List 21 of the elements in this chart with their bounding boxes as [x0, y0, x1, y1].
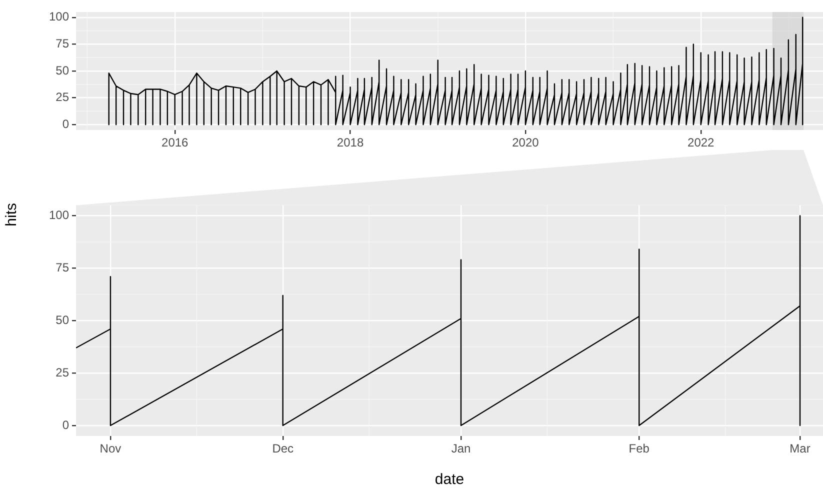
y-tick-label: 50 [56, 63, 70, 78]
y-tick-label: 50 [56, 312, 70, 327]
y-tick-label: 25 [56, 90, 70, 104]
x-tick-label: Feb [628, 442, 650, 456]
y-axis-title: hits [3, 203, 20, 227]
y-tick-label: 100 [48, 208, 70, 222]
y-tick-label: 25 [56, 365, 70, 380]
x-tick-label: Dec [272, 442, 294, 456]
x-tick-label: 2016 [162, 136, 189, 150]
x-tick-label: 2018 [336, 136, 364, 150]
x-axis-title: date [434, 471, 464, 488]
x-tick-label: 2022 [688, 136, 715, 150]
y-tick-label: 75 [56, 36, 70, 50]
y-tick-label: 0 [62, 116, 70, 131]
y-tick-label: 0 [62, 418, 70, 432]
y-tick-label: 100 [48, 10, 70, 24]
x-tick-label: Jan [451, 442, 471, 456]
x-tick-label: Nov [100, 442, 122, 456]
y-tick-label: 75 [56, 260, 70, 274]
x-tick-label: Mar [790, 442, 810, 456]
x-tick-label: 2020 [512, 136, 540, 150]
